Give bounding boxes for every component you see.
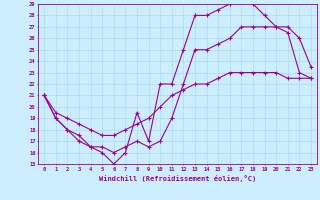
X-axis label: Windchill (Refroidissement éolien,°C): Windchill (Refroidissement éolien,°C) [99,175,256,182]
